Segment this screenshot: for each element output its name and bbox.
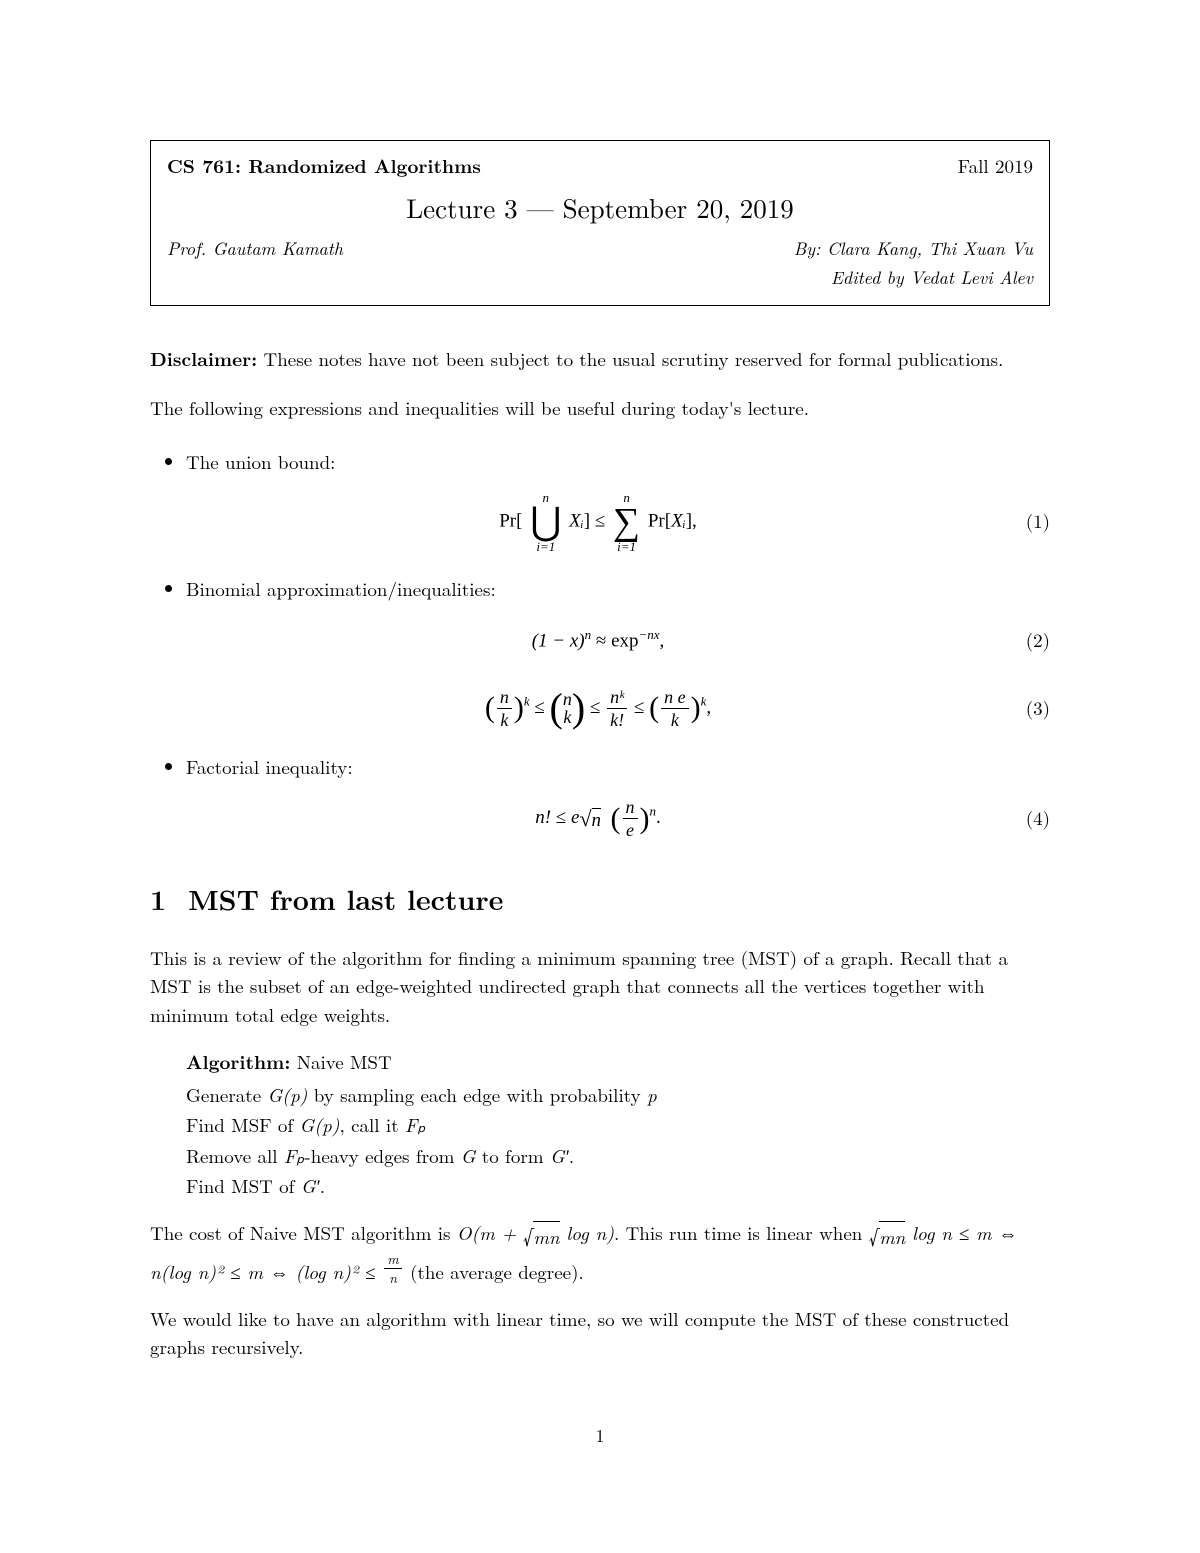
algo-line: Find MSF of G(p), call it Fₚ xyxy=(186,1111,1050,1140)
scribe-edited: Edited by Vedat Levi Alev xyxy=(794,264,1033,291)
factorial-label: Factorial inequality: xyxy=(186,753,353,780)
professor: Prof. Gautam Kamath xyxy=(167,235,343,262)
inequality-list: The union bound: Pr[ n ⋃ i=1 Xᵢ] ≤ n ∑ i… xyxy=(150,448,1050,842)
scribe-by: By: Clara Kang, Thi Xuan Vu xyxy=(794,235,1033,262)
section-heading: 1 MST from last lecture xyxy=(150,878,1050,920)
section-number: 1 xyxy=(150,878,166,920)
header-row-top: CS 761: Randomized Algorithms Fall 2019 xyxy=(167,151,1033,181)
course-title: CS 761: Randomized Algorithms xyxy=(167,151,481,180)
list-item: Binomial approximation/inequalities: (1 … xyxy=(186,575,1050,732)
disclaimer: Disclaimer: These notes have not been su… xyxy=(150,344,1050,374)
algorithm-title: Algorithm: Naive MST xyxy=(186,1047,1050,1077)
equation-3: (nk)k ≤ (nk) ≤ nᵏk! ≤ (n ek)k, (3) xyxy=(186,685,1050,731)
equation-4: n! ≤ e√n (ne)n. (4) xyxy=(186,796,1050,842)
sqrt-icon: √n xyxy=(579,802,601,836)
algo-line: Find MST of G′. xyxy=(186,1172,1050,1201)
disclaimer-text: These notes have not been subject to the… xyxy=(257,345,1003,372)
equation-number: (3) xyxy=(1010,694,1050,723)
algorithm-block: Algorithm: Naive MST Generate G(p) by sa… xyxy=(150,1047,1050,1201)
eq1-math: Pr[ n ⋃ i=1 Xᵢ] ≤ n ∑ i=1 Pr[Xᵢ], xyxy=(499,491,697,553)
cost-para: The cost of Naive MST algorithm is O(m +… xyxy=(150,1219,1050,1287)
equation-number: (4) xyxy=(1010,804,1050,833)
mst-intro-para: This is a review of the algorithm for fi… xyxy=(150,944,1050,1030)
sqrt-icon: √mn xyxy=(523,1219,560,1252)
section-title: MST from last lecture xyxy=(188,879,503,919)
equation-number: (2) xyxy=(1010,626,1050,655)
union-bound-label: The union bound: xyxy=(186,448,335,475)
equation-1: Pr[ n ⋃ i=1 Xᵢ] ≤ n ∑ i=1 Pr[Xᵢ], (1) xyxy=(186,491,1050,553)
binom-label: Binomial approximation/inequalities: xyxy=(186,575,496,602)
big-union-icon: n ⋃ i=1 xyxy=(530,491,561,553)
scribes: By: Clara Kang, Thi Xuan Vu Edited by Ve… xyxy=(794,235,1033,291)
sqrt-icon: √mn xyxy=(869,1219,906,1252)
eq3-math: (nk)k ≤ (nk) ≤ nᵏk! ≤ (n ek)k, xyxy=(485,688,711,729)
eq4-math: n! ≤ e√n (ne)n. xyxy=(535,798,661,839)
header-box: CS 761: Randomized Algorithms Fall 2019 … xyxy=(150,140,1050,306)
big-sum-icon: n ∑ i=1 xyxy=(613,491,640,553)
equation-2: (1 − x)n ≈ exp−nx, (2) xyxy=(186,617,1050,663)
list-item: The union bound: Pr[ n ⋃ i=1 Xᵢ] ≤ n ∑ i… xyxy=(186,448,1050,553)
disclaimer-label: Disclaimer: xyxy=(150,344,257,372)
page-number: 1 xyxy=(150,1422,1050,1449)
eq2-math: (1 − x)n ≈ exp−nx, xyxy=(532,625,665,656)
equation-number: (1) xyxy=(1010,507,1050,536)
intro-text: The following expressions and inequaliti… xyxy=(150,394,1050,423)
algo-line: Generate G(p) by sampling each edge with… xyxy=(186,1081,1050,1110)
algo-line: Remove all Fₚ-heavy edges from G to form… xyxy=(186,1142,1050,1171)
term: Fall 2019 xyxy=(958,152,1033,181)
binomial-icon: (nk) xyxy=(550,690,586,726)
lecture-title: Lecture 3 — September 20, 2019 xyxy=(167,187,1033,228)
closing-para: We would like to have an algorithm with … xyxy=(150,1305,1050,1362)
list-item: Factorial inequality: n! ≤ e√n (ne)n. (4… xyxy=(186,753,1050,842)
header-row-bottom: Prof. Gautam Kamath By: Clara Kang, Thi … xyxy=(167,235,1033,291)
